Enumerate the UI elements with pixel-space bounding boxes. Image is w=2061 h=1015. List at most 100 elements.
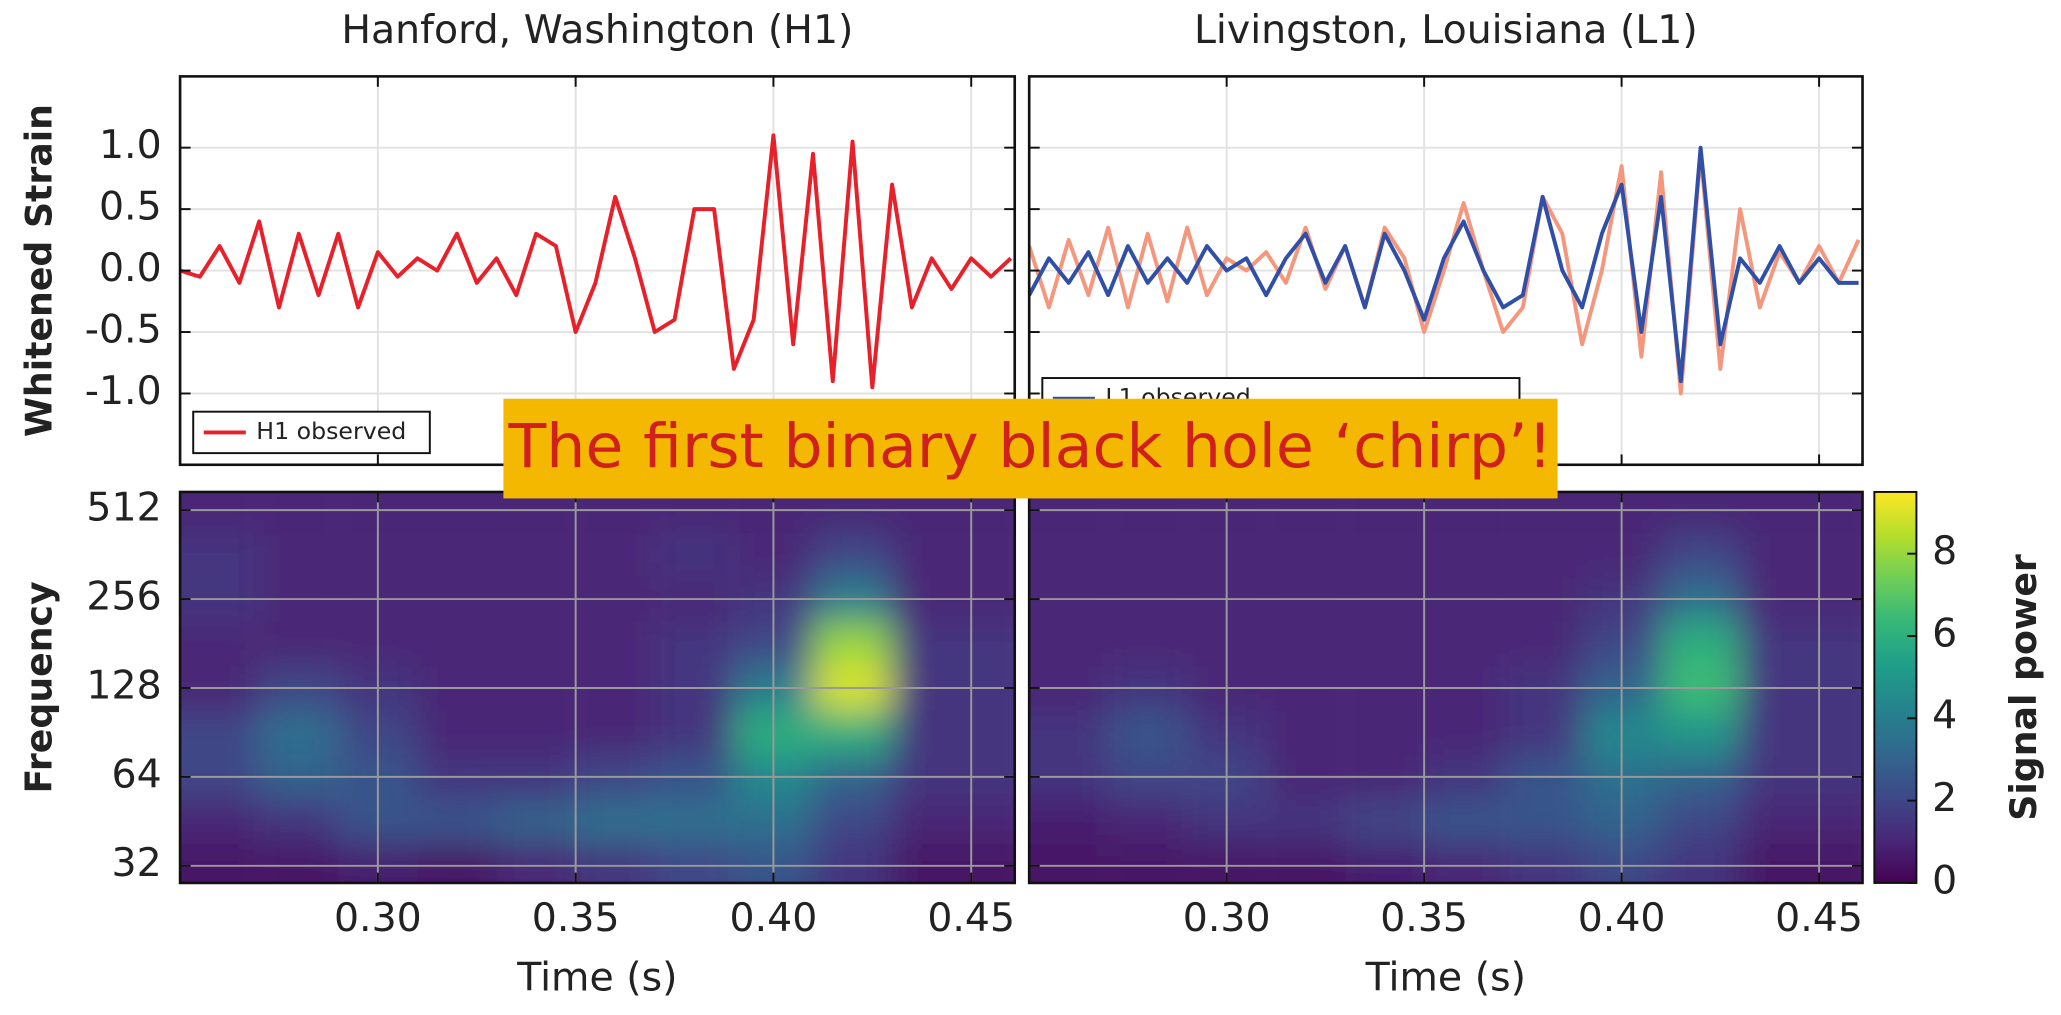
heatmap-cell [1503,843,1583,883]
heatmap-cell [1661,621,1741,666]
heatmap-cell [575,710,655,756]
heatmap-cell [1503,710,1583,756]
heatmap-cell [180,621,260,666]
heatmap-cell [1108,532,1188,577]
panel-title: Hanford, Washington (H1) [341,8,853,53]
heatmap-cell [1345,621,1425,666]
heatmap-cell [1266,532,1346,577]
heatmap-cell [417,621,497,666]
heatmap-cell [654,799,734,844]
y-tick-label: -0.5 [85,308,162,353]
heatmap-cell [1503,491,1583,533]
heatmap-cell [1740,843,1863,883]
heatmap-cell [1345,532,1425,577]
heatmap-cell [496,799,576,844]
heatmap-cell [892,843,1015,883]
heatmap-cell [180,799,260,844]
heatmap-cell [654,532,734,577]
heatmap-cell [1108,710,1188,756]
colorbar-tick-label: 8 [1932,529,1957,574]
y-axis-label: Frequency [17,581,60,793]
plot-area [180,76,1015,465]
heatmap-cell [180,532,260,577]
y-tick-label: 0.0 [99,246,162,291]
y-axis-label: Whitened Strain [17,104,60,437]
heatmap-cell [654,710,734,756]
heatmap-cell [892,621,1015,666]
heatmap-cell [1345,843,1425,883]
heatmap-cell [259,491,339,533]
heatmap-cell [180,843,260,883]
heatmap-cell [496,621,576,666]
heatmap-cell [1029,843,1109,883]
plot-area [180,491,1015,883]
annotation-banner [503,398,1558,499]
heatmap-cell [417,532,497,577]
heatmap-cell [812,532,893,577]
strain-line [1029,151,1861,396]
heatmap-cell [496,843,576,883]
heatmap-cell [575,491,655,533]
heatmap-cell [1029,621,1109,666]
heatmap-cell [259,799,339,844]
heatmap-cell [1266,621,1346,666]
heatmap-cell [1108,843,1188,883]
heatmap-cell [1661,491,1741,533]
heatmap-cell [1108,491,1188,533]
strain-line [180,133,1013,390]
y-tick-label: 512 [86,486,161,531]
heatmap-cell [812,710,893,756]
x-tick-label: 0.35 [532,896,620,941]
heatmap-cell [1029,491,1109,533]
heatmap-cell [1740,710,1863,756]
colorbar-tick-label: 6 [1932,612,1957,657]
heatmap-cell [1345,491,1425,533]
heatmap-cell [1740,491,1863,533]
x-tick-label: 0.35 [1380,896,1468,941]
heatmap-cell [417,710,497,756]
x-tick-label: 0.40 [1578,896,1666,941]
heatmap-cell [259,621,339,666]
heatmap-cell [812,843,893,883]
heatmap-cell [417,843,497,883]
heatmap-cell [180,710,260,756]
heatmap-cell [1503,799,1583,844]
heatmap-cell [259,843,339,883]
heatmap-cell [1029,710,1109,756]
plot-area [1029,491,1863,883]
heatmap-cell [1740,621,1863,666]
x-tick-label: 0.30 [334,896,422,941]
heatmap-cell [1266,710,1346,756]
heatmap-cell [1661,799,1741,844]
heatmap-cell [1661,843,1741,883]
y-tick-label: 64 [112,753,162,798]
heatmap-cell [1740,799,1863,844]
y-tick-label: 0.5 [99,185,162,230]
heatmap-cell [812,491,893,533]
x-tick-label: 0.45 [927,896,1015,941]
colorbar-tick-label: 4 [1932,694,1957,739]
heatmap-cell [1345,799,1425,844]
heatmap-cell [1345,710,1425,756]
heatmap-cell [1424,799,1504,844]
heatmap-cell [1108,799,1188,844]
heatmap-cell [1266,491,1346,533]
heatmap-cell [812,621,893,666]
heatmap-cell [1503,532,1583,577]
heatmap-cell [496,491,576,533]
heatmap-cell [1424,710,1504,756]
heatmap-cell [1661,710,1741,756]
heatmap-cell [654,843,734,883]
heatmap-cell [1266,799,1346,844]
heatmap-cell [417,799,497,844]
heatmap-cell [1108,621,1188,666]
heatmap-cell [1424,621,1504,666]
y-tick-label: 1.0 [99,123,162,168]
colorbar-label: Signal power [2002,554,2045,821]
heatmap-cell [892,491,1015,533]
heatmap-cell [575,532,655,577]
x-tick-label: 0.45 [1775,896,1863,941]
heatmap-cell [892,710,1015,756]
heatmap-cell [892,799,1015,844]
y-tick-label: 256 [86,575,161,620]
